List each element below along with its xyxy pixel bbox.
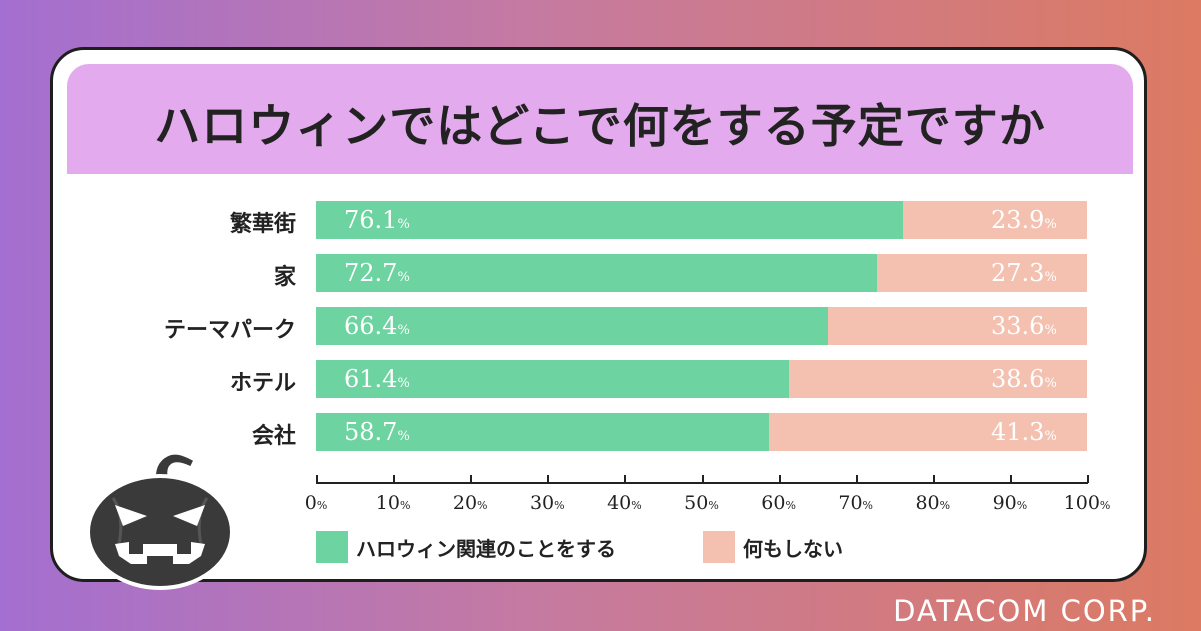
category-label: 繁華街 — [229, 212, 296, 237]
x-tick-value: 0 — [304, 492, 317, 514]
x-tick-value: 80 — [915, 492, 940, 514]
x-axis-tick — [701, 475, 704, 483]
bar-segment — [316, 413, 769, 451]
data-label-unit: % — [1044, 270, 1057, 285]
x-tick-label: 20% — [440, 492, 500, 514]
data-label: 38.6% — [991, 360, 1057, 398]
x-tick-label: 10% — [363, 492, 423, 514]
data-label-value: 38.6 — [991, 365, 1045, 393]
jack-o-lantern-icon — [86, 451, 234, 590]
x-tick-label: 40% — [594, 492, 654, 514]
legend-label: ハロウィン関連のことをする — [356, 537, 616, 561]
data-label-unit: % — [1044, 323, 1057, 338]
x-tick-value: 70 — [838, 492, 863, 514]
data-label-value: 66.4 — [344, 312, 398, 340]
data-label: 27.3% — [991, 254, 1057, 292]
x-tick-value: 90 — [992, 492, 1017, 514]
data-label-value: 72.7 — [344, 259, 398, 287]
data-label-unit: % — [397, 429, 410, 444]
x-axis-tick — [855, 475, 858, 483]
data-label: 33.6% — [991, 307, 1057, 345]
legend-swatch — [316, 531, 348, 563]
x-tick-label: 90% — [980, 492, 1040, 514]
x-tick-value: 40 — [607, 492, 632, 514]
data-label: 66.4% — [344, 307, 410, 345]
data-label-unit: % — [1044, 376, 1057, 391]
x-tick-value: 30 — [529, 492, 555, 514]
x-tick-label: 0% — [286, 492, 346, 514]
category-label: テーマパーク — [163, 318, 296, 343]
data-label-value: 61.4 — [344, 365, 398, 393]
data-label-value: 41.3 — [991, 418, 1045, 446]
x-axis-tick — [393, 475, 396, 483]
data-label-value: 23.9 — [991, 206, 1045, 234]
x-axis-tick — [1009, 475, 1012, 483]
x-tick-label: 70% — [826, 492, 886, 514]
x-axis-tick — [316, 475, 318, 483]
x-tick-unit: % — [939, 499, 951, 512]
data-label-unit: % — [1044, 429, 1057, 444]
legend-swatch — [703, 531, 735, 563]
chart-title: ハロウィンではどこで何をする予定ですか — [154, 99, 1046, 153]
bar-segment — [902, 201, 1087, 239]
data-label-unit: % — [397, 217, 410, 232]
x-axis-tick — [1087, 475, 1089, 483]
bar-segment — [316, 360, 790, 398]
data-label: 72.7% — [344, 254, 410, 292]
x-tick-label: 60% — [749, 492, 809, 514]
legend-label: 何もしない — [743, 537, 843, 561]
x-axis-tick — [778, 475, 781, 483]
data-label: 76.1% — [344, 201, 410, 239]
x-tick-label: 30% — [517, 492, 577, 514]
x-tick-unit: % — [631, 499, 642, 512]
title-band: ハロウィンではどこで何をする予定ですか — [67, 64, 1133, 174]
x-tick-unit: % — [554, 499, 565, 512]
x-axis-tick — [624, 475, 627, 483]
data-label: 61.4% — [344, 360, 410, 398]
data-label-value: 58.7 — [344, 418, 398, 446]
data-label: 41.3% — [991, 413, 1057, 451]
bar-segment — [316, 201, 903, 239]
x-axis-line — [316, 482, 1088, 484]
x-tick-value: 100 — [1063, 492, 1100, 514]
data-label: 58.7% — [344, 413, 410, 451]
x-tick-value: 20 — [452, 492, 478, 514]
x-tick-unit: % — [1099, 499, 1111, 512]
data-label-value: 27.3 — [991, 259, 1045, 287]
data-label-unit: % — [397, 376, 410, 391]
x-tick-unit: % — [785, 499, 796, 512]
data-label-unit: % — [1044, 217, 1057, 232]
x-tick-unit: % — [1016, 499, 1028, 512]
company-footer: DATACOM CORP. — [893, 594, 1156, 628]
x-tick-value: 10 — [375, 492, 400, 514]
x-tick-value: 60 — [761, 492, 786, 514]
chart-card: ハロウィンではどこで何をする予定ですか 繁華街 76.1% 23.9% 家 72.7% 2… — [50, 47, 1147, 582]
bar-segment — [827, 307, 1087, 345]
x-axis-tick — [547, 475, 550, 483]
data-label-value: 33.6 — [991, 312, 1045, 340]
bar-segment — [789, 360, 1087, 398]
x-tick-unit: % — [399, 499, 411, 512]
x-tick-unit: % — [316, 499, 328, 512]
x-tick-label: 80% — [903, 492, 963, 514]
bar-segment — [316, 254, 877, 292]
category-label: 会社 — [251, 424, 296, 449]
x-tick-value: 50 — [684, 492, 709, 514]
x-tick-unit: % — [477, 499, 488, 512]
data-label: 23.9% — [991, 201, 1057, 239]
x-tick-label: 100% — [1057, 492, 1117, 514]
category-label: ホテル — [229, 371, 296, 396]
x-tick-unit: % — [862, 499, 873, 512]
bar-segment — [768, 413, 1087, 451]
bar-segment — [316, 307, 828, 345]
data-label-unit: % — [397, 323, 410, 338]
data-label-value: 76.1 — [344, 206, 398, 234]
x-axis-tick — [932, 475, 935, 483]
bar-segment — [876, 254, 1087, 292]
x-tick-label: 50% — [672, 492, 732, 514]
x-axis-tick — [470, 475, 473, 483]
data-label-unit: % — [397, 270, 410, 285]
x-tick-unit: % — [708, 499, 719, 512]
category-label: 家 — [273, 265, 296, 290]
